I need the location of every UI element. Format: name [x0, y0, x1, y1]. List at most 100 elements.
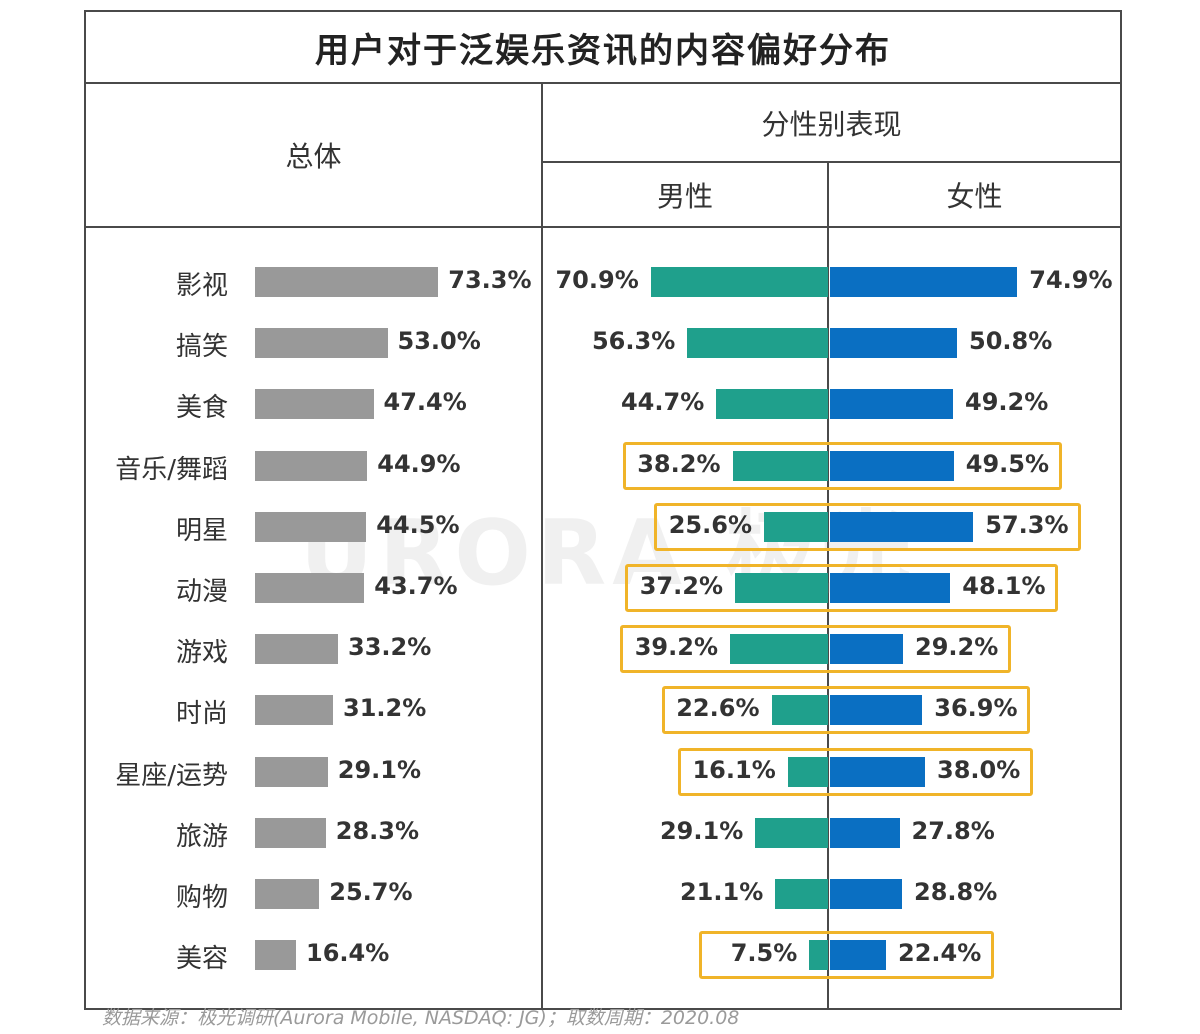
female-value-label: 38.0%: [937, 756, 1021, 784]
highlight-box: [622, 442, 1062, 490]
highlight-box: [677, 748, 1033, 796]
section-divider: [541, 84, 543, 1008]
category-label: 时尚: [175, 699, 228, 729]
overall-value-label: 16.4%: [306, 939, 390, 967]
overall-value-label: 31.2%: [343, 694, 427, 722]
male-value-label: 29.1%: [659, 817, 744, 845]
highlight-box: [661, 686, 1031, 734]
male-value-label: 16.1%: [692, 756, 776, 784]
male-value-label: 7.5%: [730, 939, 798, 967]
overall-value-label: 73.3%: [448, 266, 532, 294]
female-bar: [830, 634, 903, 664]
male-value-label: 39.2%: [634, 633, 718, 661]
overall-bar: [255, 328, 388, 358]
overall-bar: [255, 451, 368, 481]
female-value-label: 49.5%: [965, 450, 1050, 478]
overall-value-label: 43.7%: [374, 572, 458, 600]
female-bar: [830, 573, 951, 603]
female-bar: [830, 940, 886, 970]
female-value-label: 74.9%: [1029, 266, 1113, 294]
category-label: 明星: [175, 516, 228, 546]
male-value-label: 70.9%: [555, 266, 639, 294]
male-header: 男性: [656, 179, 713, 213]
category-label: 美容: [175, 944, 228, 974]
gender-axis: [827, 163, 829, 1008]
overall-bar: [255, 940, 296, 970]
female-value-label: 48.1%: [962, 572, 1046, 600]
header-divider: [86, 226, 1120, 228]
overall-bar: [255, 879, 320, 909]
male-bar: [787, 757, 828, 787]
category-label: 美食: [175, 393, 228, 423]
overall-bar: [255, 757, 328, 787]
female-value-label: 28.8%: [914, 878, 998, 906]
male-bar: [650, 267, 828, 297]
female-value-label: 50.8%: [969, 327, 1053, 355]
chart-frame: [84, 10, 1122, 1010]
category-label: 影视: [175, 271, 228, 301]
overall-bar: [255, 512, 367, 542]
male-bar: [735, 573, 828, 603]
overall-value-label: 53.0%: [397, 327, 481, 355]
female-bar: [830, 818, 900, 848]
female-bar: [830, 512, 974, 542]
male-value-label: 37.2%: [639, 572, 723, 600]
male-bar: [755, 818, 828, 848]
female-bar: [830, 757, 925, 787]
overall-value-label: 25.7%: [329, 878, 413, 906]
male-value-label: 44.7%: [620, 388, 705, 416]
overall-bar: [255, 818, 326, 848]
male-bar: [716, 389, 828, 419]
female-value-label: 27.8%: [911, 817, 995, 845]
overall-value-label: 44.5%: [376, 511, 460, 539]
overall-value-label: 44.9%: [377, 450, 461, 478]
highlight-box: [654, 503, 1082, 551]
highlight-box: [620, 625, 1011, 673]
gender-header-divider: [543, 161, 1120, 163]
female-bar: [830, 879, 902, 909]
gender-header: 分性别表现: [761, 107, 902, 141]
male-bar: [687, 328, 828, 358]
overall-value-label: 29.1%: [337, 756, 422, 784]
category-label: 音乐/舞蹈: [115, 455, 228, 485]
female-value-label: 57.3%: [985, 511, 1069, 539]
overall-bar: [255, 267, 439, 297]
category-label: 游戏: [175, 638, 228, 668]
overall-bar: [255, 573, 365, 603]
female-bar: [830, 328, 957, 358]
female-bar: [830, 389, 953, 419]
male-value-label: 25.6%: [668, 511, 752, 539]
category-label: 动漫: [175, 577, 228, 607]
female-bar: [830, 451, 954, 481]
overall-header: 总体: [285, 140, 342, 173]
source-note: 数据来源：极光调研(Aurora Mobile, NASDAQ: JG)；取数周…: [102, 1007, 740, 1029]
title-divider: [86, 82, 1120, 84]
male-value-label: 38.2%: [637, 450, 721, 478]
overall-bar: [255, 389, 374, 419]
category-label: 星座/运势: [115, 761, 228, 791]
male-bar: [775, 879, 828, 909]
female-value-label: 36.9%: [934, 694, 1018, 722]
overall-value-label: 47.4%: [383, 388, 467, 416]
overall-value-label: 28.3%: [335, 817, 420, 845]
highlight-box: [625, 564, 1059, 612]
female-value-label: 22.4%: [898, 939, 982, 967]
male-bar: [771, 695, 828, 725]
chart-title: 用户对于泛娱乐资讯的内容偏好分布: [315, 30, 891, 71]
female-value-label: 49.2%: [965, 388, 1049, 416]
category-label: 搞笑: [175, 332, 228, 362]
overall-value-label: 33.2%: [348, 633, 432, 661]
female-value-label: 29.2%: [915, 633, 999, 661]
female-header: 女性: [946, 179, 1003, 213]
male-bar: [732, 451, 828, 481]
female-bar: [830, 695, 923, 725]
overall-bar: [255, 695, 333, 725]
male-value-label: 21.1%: [679, 878, 764, 906]
female-bar: [830, 267, 1018, 297]
male-bar: [809, 940, 828, 970]
category-label: 旅游: [175, 822, 228, 852]
overall-bar: [255, 634, 338, 664]
highlight-box: [699, 931, 994, 979]
male-bar: [730, 634, 828, 664]
male-value-label: 56.3%: [591, 327, 676, 355]
